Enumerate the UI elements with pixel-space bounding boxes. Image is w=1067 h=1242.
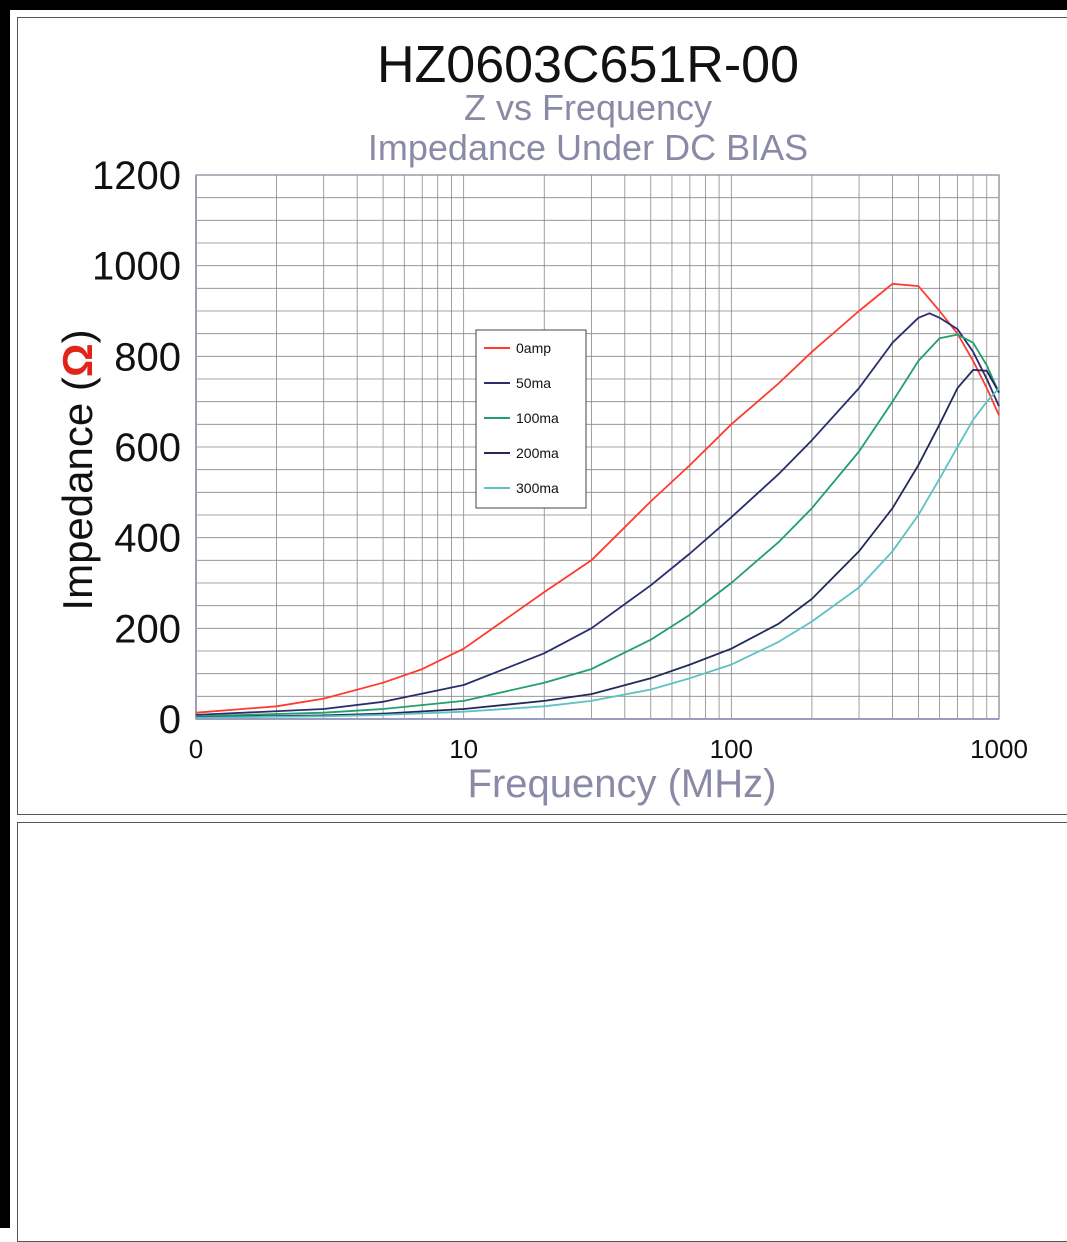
- chart-subtitle-line-2: Impedance Under DC BIAS: [368, 127, 808, 168]
- x-axis-label: Frequency (MHz): [468, 762, 777, 806]
- legend-label: 100ma: [516, 410, 559, 426]
- x-axis-ticks: 0 10 100 1000: [189, 734, 1028, 764]
- legend-entries: 0amp 50ma 100ma 200ma 300ma: [484, 340, 559, 496]
- series-line-50ma: [195, 312, 1000, 716]
- y-axis-ticks: 0 200 400 600 800 1000 1200: [92, 154, 181, 742]
- impedance-chart: HZ0603C651R-00 Z vs Frequency Impedance …: [54, 36, 1028, 806]
- y-tick-label: 600: [114, 426, 181, 470]
- x-tick-label: 1000: [970, 734, 1028, 764]
- legend: 0amp 50ma 100ma 200ma 300ma: [475, 329, 587, 509]
- y-axis-label: Impedance (Ω): [54, 329, 101, 610]
- empty-cell: [17, 822, 1067, 1242]
- series-line-300ma: [195, 387, 1000, 719]
- y-tick-label: 200: [114, 607, 181, 651]
- y-tick-label: 1000: [92, 245, 181, 289]
- y-axis-label-close: ): [54, 329, 101, 343]
- legend-label: 200ma: [516, 445, 559, 461]
- x-tick-label: 10: [449, 734, 478, 764]
- series-line-100ma: [195, 333, 1000, 718]
- y-axis-unit: Ω: [54, 343, 101, 377]
- legend-label: 300ma: [516, 480, 559, 496]
- x-tick-label: 100: [710, 734, 753, 764]
- series-lines: [195, 282, 1000, 719]
- x-tick-label: 0: [189, 734, 203, 764]
- y-tick-label: 400: [114, 517, 181, 561]
- chart-subtitle-line-1: Z vs Frequency: [464, 87, 712, 128]
- series-line-200ma: [195, 369, 1000, 719]
- y-tick-label: 0: [159, 698, 181, 742]
- legend-label: 0amp: [516, 340, 551, 356]
- chart-cell: [17, 17, 1067, 815]
- y-axis-label-text: Impedance (: [54, 377, 101, 610]
- chart-title: HZ0603C651R-00: [377, 36, 799, 94]
- y-tick-label: 800: [114, 335, 181, 379]
- legend-label: 50ma: [516, 375, 551, 391]
- y-tick-label: 1200: [92, 154, 181, 198]
- grid: [195, 174, 1000, 720]
